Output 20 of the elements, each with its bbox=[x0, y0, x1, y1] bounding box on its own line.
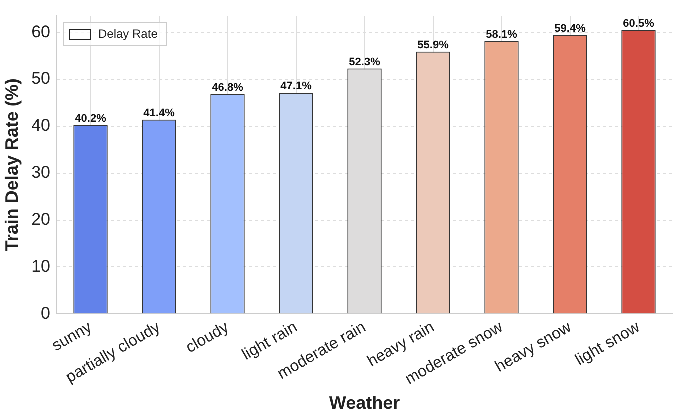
data-label: 59.4% bbox=[554, 22, 586, 35]
data-label: 47.1% bbox=[280, 80, 312, 93]
y-axis-title: Train Delay Rate (%) bbox=[2, 78, 22, 252]
y-tick-label: 50 bbox=[32, 69, 51, 88]
data-label: 41.4% bbox=[144, 107, 176, 120]
x-axis-title: Weather bbox=[329, 393, 400, 414]
y-tick-label: 20 bbox=[32, 210, 51, 229]
y-tick-label: 40 bbox=[32, 116, 51, 136]
data-label: 60.5% bbox=[623, 18, 655, 30]
data-label: 58.1% bbox=[486, 29, 518, 42]
x-tick-label: light snow bbox=[572, 318, 644, 370]
y-tick-label: 30 bbox=[32, 163, 51, 182]
data-label: 55.9% bbox=[418, 39, 450, 52]
y-tick-label: 0 bbox=[41, 304, 51, 323]
y-tick-label: 10 bbox=[32, 256, 51, 276]
data-label: 52.3% bbox=[349, 56, 381, 68]
data-label: 46.8% bbox=[212, 82, 244, 94]
y-tick-label: 60 bbox=[32, 22, 51, 42]
legend: Delay Rate bbox=[62, 22, 167, 46]
data-label: 40.2% bbox=[75, 113, 107, 126]
